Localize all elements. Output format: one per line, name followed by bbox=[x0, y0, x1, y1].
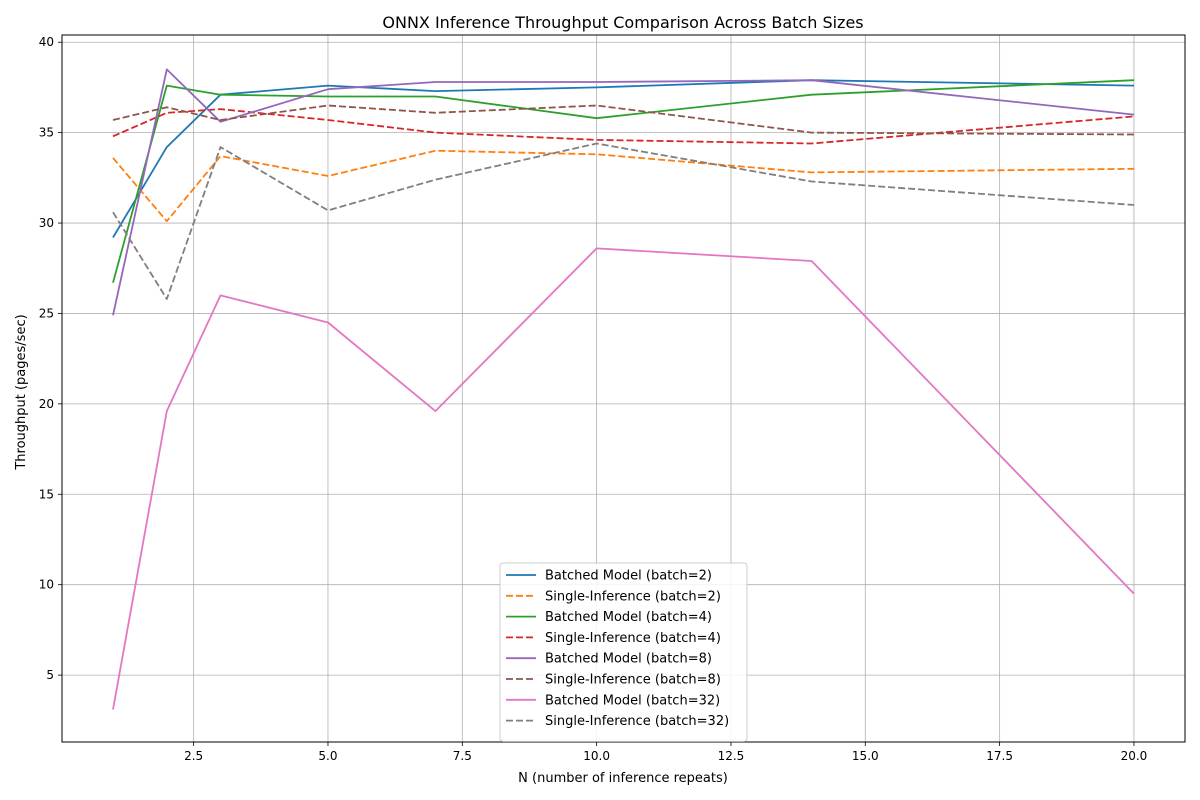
series-line-6 bbox=[112, 247, 1135, 710]
y-tick-label: 15 bbox=[39, 487, 54, 501]
y-tick-label: 20 bbox=[39, 397, 54, 411]
x-tick-label: 15.0 bbox=[852, 749, 879, 763]
series-line-4 bbox=[112, 68, 1135, 316]
legend-label-1: Single-Inference (batch=2) bbox=[545, 589, 721, 604]
x-tick-label: 10.0 bbox=[583, 749, 610, 763]
x-tick-label: 5.0 bbox=[318, 749, 337, 763]
legend-label-2: Batched Model (batch=4) bbox=[545, 610, 712, 625]
series-line-7 bbox=[112, 142, 1135, 300]
x-tick-label: 12.5 bbox=[718, 749, 745, 763]
legend-label-0: Batched Model (batch=2) bbox=[545, 569, 712, 584]
series-line-5 bbox=[112, 104, 1135, 136]
legend-label-4: Batched Model (batch=8) bbox=[545, 652, 712, 667]
series-line-1 bbox=[112, 149, 1135, 223]
legend: Batched Model (batch=2) Single-Inference … bbox=[499, 562, 748, 742]
series-line-3 bbox=[112, 108, 1135, 145]
axis-ticks: 2.5 5.0 7.5 10.0 12.5 15.0 17.5 20.0 5 10 15 20 25 30… bbox=[39, 35, 1148, 763]
y-tick-label: 30 bbox=[39, 216, 54, 230]
y-tick-label: 25 bbox=[39, 306, 54, 320]
legend-label-7: Single-Inference (batch=32) bbox=[545, 714, 729, 729]
plot-frame bbox=[61, 34, 1186, 743]
y-tick-label: 5 bbox=[46, 668, 54, 682]
grid bbox=[62, 35, 1185, 742]
legend-label-6: Batched Model (batch=32) bbox=[545, 693, 720, 708]
legend-box bbox=[499, 562, 748, 742]
legend-label-3: Single-Inference (batch=4) bbox=[545, 631, 721, 646]
y-axis-title: Throughput (pages/sec) bbox=[14, 314, 29, 470]
legend-label-5: Single-Inference (batch=8) bbox=[545, 673, 721, 688]
y-tick-label: 10 bbox=[39, 578, 54, 592]
x-tick-label: 7.5 bbox=[453, 749, 472, 763]
series-lines bbox=[112, 68, 1135, 710]
x-tick-label: 2.5 bbox=[184, 749, 203, 763]
chart-title: ONNX Inference Throughput Comparison Acr… bbox=[382, 13, 863, 32]
series-line-2 bbox=[112, 79, 1135, 283]
y-tick-label: 40 bbox=[39, 35, 54, 49]
series-line-0 bbox=[112, 79, 1135, 238]
y-tick-label: 35 bbox=[39, 126, 54, 140]
x-tick-label: 17.5 bbox=[986, 749, 1013, 763]
x-tick-label: 20.0 bbox=[1121, 749, 1148, 763]
x-axis-title: N (number of inference repeats) bbox=[518, 771, 728, 786]
